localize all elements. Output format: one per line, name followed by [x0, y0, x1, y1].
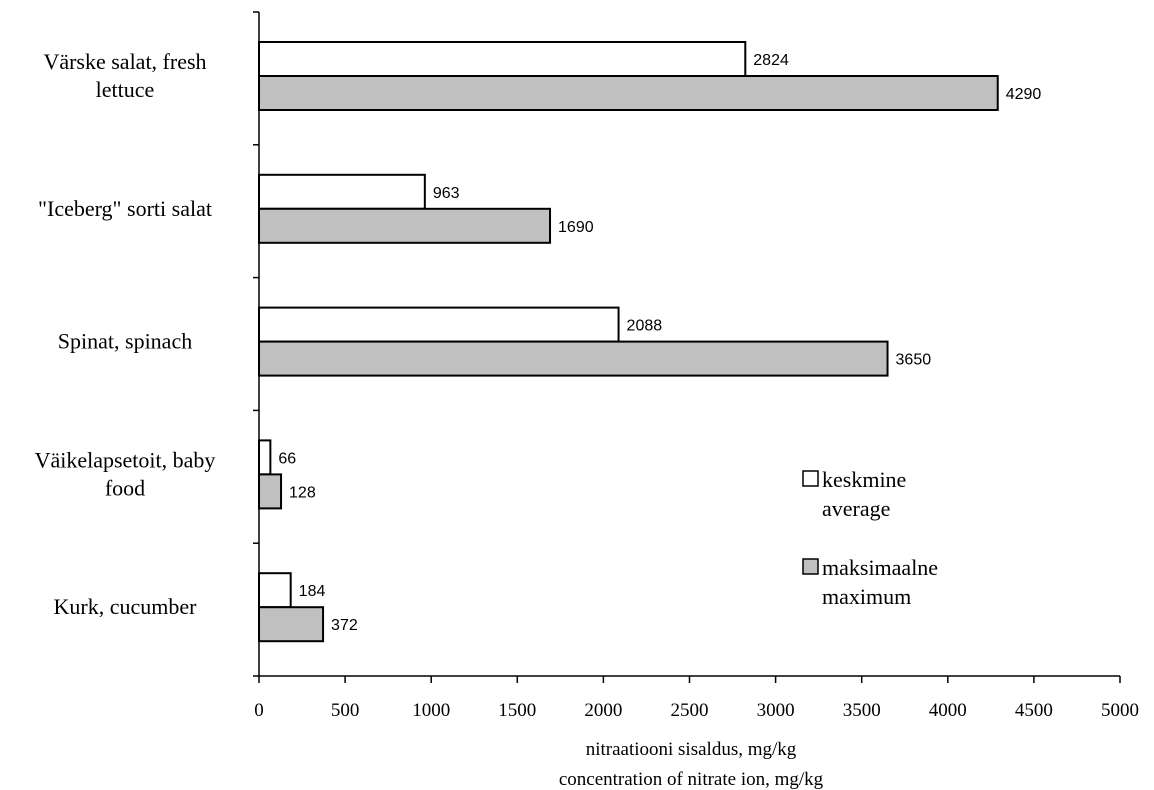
data-label-maximum-1: 4290	[1006, 86, 1042, 103]
data-label-maximum-5: 372	[331, 617, 358, 634]
x-tick-label-1000: 1000	[412, 700, 450, 721]
x-tick-label-4000: 4000	[929, 700, 967, 721]
bar-average-1	[258, 41, 747, 77]
x-tick-label-2500: 2500	[671, 700, 709, 721]
category-label-3: Spinat, spinach	[58, 329, 192, 354]
legend-label-average: keskmine average	[822, 467, 906, 521]
bar-maximum-4	[258, 473, 283, 510]
category-label-2: "Iceberg" sorti salat	[38, 196, 212, 221]
data-label-maximum-3: 3650	[896, 352, 932, 369]
x-tick-label-3000: 3000	[757, 700, 795, 721]
category-label-5: Kurk, cucumber	[54, 594, 198, 619]
data-label-maximum-2: 1690	[558, 219, 594, 236]
bar-average-3	[258, 306, 620, 343]
data-label-average-4: 66	[278, 450, 296, 467]
data-label-average-2: 963	[433, 185, 460, 202]
bar-maximum-5	[258, 606, 325, 643]
x-tick-label-0: 0	[254, 700, 264, 721]
data-label-maximum-4: 128	[289, 484, 316, 501]
bars-layer	[258, 41, 999, 643]
data-label-average-5: 184	[299, 583, 326, 600]
axes-layer	[253, 11, 1121, 683]
x-tick-label-2000: 2000	[584, 700, 622, 721]
bar-maximum-2	[258, 207, 552, 244]
data-label-average-3: 2088	[627, 318, 663, 335]
x-tick-label-3500: 3500	[843, 700, 881, 721]
legend: keskmine average maksimaalne maximum	[802, 467, 938, 609]
x-tick-label-500: 500	[331, 700, 360, 721]
x-tick-label-5000: 5000	[1101, 700, 1139, 721]
x-tick-label-4500: 4500	[1015, 700, 1053, 721]
category-label-4: Väikelapsetoit, baby food	[35, 447, 216, 500]
x-axis-title: nitraatiooni sisaldus, mg/kg concentratio…	[559, 739, 824, 790]
bar-average-5	[258, 572, 292, 609]
data-label-average-1: 2824	[753, 52, 789, 69]
category-label-1: Värske salat, fresh lettuce	[43, 49, 206, 102]
x-tick-label-1500: 1500	[498, 700, 536, 721]
bar-maximum-1	[258, 75, 999, 111]
legend-swatch-maximum	[802, 558, 819, 575]
legend-label-maximum: maksimaalne maximum	[822, 555, 938, 609]
labels-layer: 2824 4290 Värske salat, fresh lettuce 963 169…	[35, 49, 1139, 790]
bar-average-4	[258, 439, 272, 476]
legend-swatch-average	[802, 470, 819, 487]
bar-maximum-3	[258, 340, 889, 377]
bar-average-2	[258, 173, 426, 210]
